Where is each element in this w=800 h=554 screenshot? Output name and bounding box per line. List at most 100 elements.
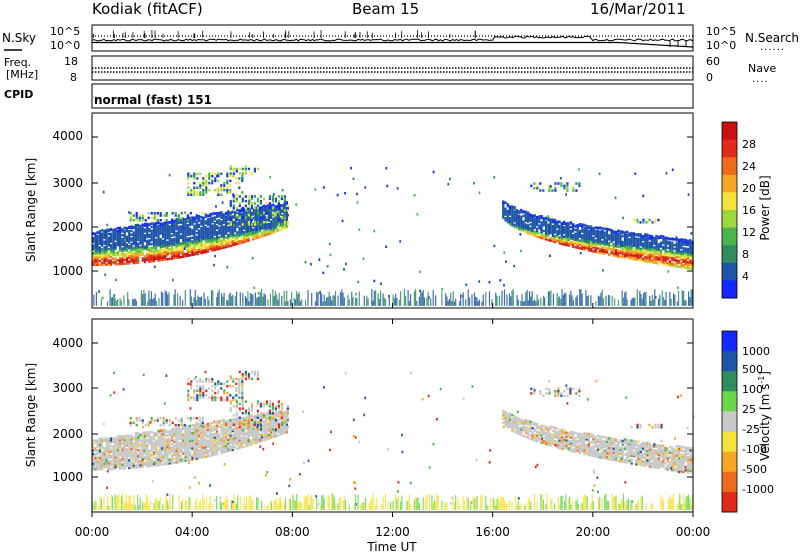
echo-cell: [98, 460, 101, 463]
echo-cell: [168, 257, 171, 261]
echo-cell: [184, 230, 187, 233]
echo-cell: [96, 458, 99, 461]
echo-cell: [132, 248, 135, 251]
echo-cell: [554, 238, 557, 242]
echo-cell: [164, 243, 167, 246]
echo-cell: [179, 458, 183, 461]
echo-cell: [96, 462, 99, 465]
echo-cell: [238, 209, 241, 212]
echo-cell: [170, 222, 174, 226]
echo-cell: [520, 219, 523, 222]
echo-cell: [141, 216, 144, 220]
echo-cell: [645, 292, 647, 306]
echo-cell: [565, 435, 568, 438]
echo-cell: [119, 465, 122, 468]
echo-cell: [114, 263, 117, 266]
echo-cell: [382, 293, 384, 306]
echo-cell: [101, 445, 104, 448]
echo-cell: [165, 212, 168, 215]
echo-cell: [311, 292, 313, 306]
echo-cell: [235, 216, 238, 219]
echo-cell: [617, 251, 620, 254]
echo-cell: [150, 248, 153, 252]
echo-cell: [590, 234, 593, 237]
echo-cell: [170, 439, 174, 442]
echo-cell: [202, 251, 205, 254]
echo-cell: [222, 437, 225, 441]
echo-cell: [105, 259, 108, 262]
echo-cell: [545, 232, 548, 235]
echo-cell: [690, 232, 693, 235]
echo-cell: [222, 441, 225, 445]
echo-cell: [103, 462, 106, 465]
echo-cell: [147, 212, 150, 215]
echo-cell: [159, 452, 162, 455]
echo-cell: [539, 227, 542, 231]
echo-cell: [623, 243, 627, 246]
echo-cell: [276, 214, 279, 217]
echo-cell: [281, 296, 283, 306]
echo-cell: [569, 241, 572, 244]
echo-cell: [432, 289, 434, 306]
echo-cell: [123, 262, 126, 265]
echo-cell: [150, 235, 153, 238]
echo-cell: [229, 292, 231, 306]
echo-cell: [204, 250, 207, 254]
echo-cell: [274, 228, 277, 231]
echo-cell: [646, 258, 649, 261]
echo-cell: [128, 445, 131, 449]
echo-cell: [274, 431, 277, 434]
echo-cell: [217, 292, 219, 306]
echo-cell: [209, 214, 212, 217]
echo-cell: [630, 246, 633, 249]
echo-cell: [225, 422, 228, 425]
echo-cell: [533, 230, 536, 234]
echo-cell: [506, 424, 509, 427]
echo-cell: [135, 214, 138, 217]
echo-cell: [94, 240, 97, 244]
echo-cell: [632, 238, 636, 242]
echo-cell: [267, 215, 270, 218]
echo-cell: [220, 227, 223, 231]
echo-cell: [536, 426, 539, 430]
echo-cell: [137, 227, 140, 230]
echo-cell: [114, 257, 117, 260]
echo-cell: [245, 431, 248, 434]
echo-cell: [247, 218, 250, 221]
echo-cell: [258, 436, 261, 440]
echo-cell: [680, 242, 683, 246]
echo-cell: [92, 449, 95, 452]
echo-cell: [179, 447, 183, 450]
echo-cell: [146, 461, 149, 464]
echo-cell: [166, 460, 169, 464]
echo-cell: [200, 242, 203, 245]
echo-cell: [218, 437, 221, 440]
echo-cell: [119, 255, 122, 258]
echo-cell: [526, 289, 528, 306]
echo-cell: [628, 241, 631, 245]
echo-cell: [166, 244, 169, 248]
echo-cell: [130, 256, 133, 259]
echo-cell: [207, 296, 209, 306]
echo-cell: [678, 240, 681, 243]
echo-cell: [276, 294, 278, 306]
echo-cell: [170, 249, 174, 253]
echo-cell: [197, 295, 199, 306]
echo-cell: [551, 230, 554, 234]
echo-cell: [252, 216, 255, 220]
echo-cell: [244, 167, 247, 171]
echo-cell: [236, 437, 239, 441]
echo-cell: [574, 236, 577, 239]
echo-cell: [170, 224, 174, 228]
echo-cell: [269, 175, 272, 179]
echo-cell: [592, 238, 595, 242]
echo-cell: [575, 182, 578, 185]
echo-cell: [252, 431, 255, 434]
echo-cell: [614, 245, 618, 248]
echo-cell: [218, 245, 221, 249]
echo-cell: [659, 243, 663, 246]
echo-cell: [675, 237, 678, 241]
echo-cell: [173, 431, 176, 434]
echo-cell: [98, 450, 101, 454]
echo-cell: [114, 228, 117, 231]
